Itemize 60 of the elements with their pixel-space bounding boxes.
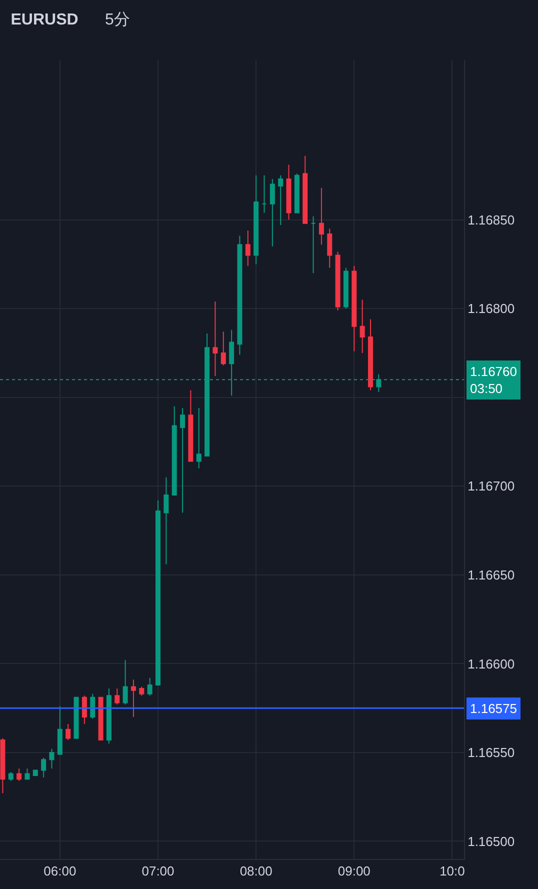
candlestick xyxy=(16,768,22,782)
candlestick xyxy=(8,772,14,782)
candlestick xyxy=(156,500,160,686)
candlestick xyxy=(90,693,96,720)
candlestick xyxy=(220,331,226,366)
candlestick xyxy=(360,299,365,354)
y-tick-label: 1.16600 xyxy=(468,656,515,672)
x-tick-label: 08:00 xyxy=(240,864,272,879)
candlestick xyxy=(310,216,316,274)
candlestick xyxy=(74,696,79,739)
y-tick-label: 1.16800 xyxy=(468,301,515,316)
candlestick xyxy=(106,688,112,744)
candlestick xyxy=(294,173,300,214)
candlestick xyxy=(262,174,267,214)
candlestick xyxy=(180,408,186,514)
x-tick-label: 10:0 xyxy=(440,864,465,879)
candlestick xyxy=(32,770,38,776)
ref-line-label: 1.16575 xyxy=(470,701,517,716)
candlestick xyxy=(327,228,332,268)
candlestick xyxy=(66,724,71,741)
candlestick xyxy=(122,660,128,706)
candlestick xyxy=(41,757,46,778)
candlestick xyxy=(139,686,144,696)
x-tick-label: 07:00 xyxy=(142,864,174,879)
candlestick xyxy=(147,677,152,696)
candlestick xyxy=(49,748,54,769)
candlestick xyxy=(368,318,374,391)
candlestick xyxy=(172,406,177,496)
candlestick xyxy=(302,155,308,224)
x-tick-label: 06:00 xyxy=(44,864,76,879)
candlestick xyxy=(164,476,169,565)
candlestick xyxy=(98,696,104,741)
y-tick-label: 1.16850 xyxy=(468,212,515,228)
candlestick xyxy=(212,300,218,377)
candlestick xyxy=(245,230,250,266)
y-tick-label: 1.16550 xyxy=(468,745,515,760)
candlestick xyxy=(57,706,62,755)
candlestick xyxy=(278,174,284,226)
candlestick xyxy=(318,187,324,246)
chart-subtitle: 5分 xyxy=(104,12,130,29)
candlestick xyxy=(237,235,242,356)
candlestick xyxy=(335,251,340,311)
candlestick xyxy=(82,695,87,725)
candlestick xyxy=(24,768,30,780)
candlestick xyxy=(352,265,357,352)
candlestick xyxy=(254,174,259,265)
y-tick-label: 1.16700 xyxy=(468,478,515,494)
candlestick xyxy=(114,688,120,706)
y-tick-label: 1.16650 xyxy=(468,567,515,582)
x-tick-label: 09:00 xyxy=(338,864,370,879)
candlestick xyxy=(130,679,136,718)
candlestick xyxy=(343,267,348,310)
ref-line-label: 1.16760 03:50 xyxy=(470,364,517,396)
candlestick xyxy=(188,390,194,462)
y-tick-label: 1.16500 xyxy=(468,834,515,849)
candlestick xyxy=(196,408,202,469)
candlestick xyxy=(0,738,6,794)
candlestick xyxy=(270,178,275,247)
chart-title: EURUSD xyxy=(10,12,78,29)
candlestick xyxy=(286,164,292,220)
